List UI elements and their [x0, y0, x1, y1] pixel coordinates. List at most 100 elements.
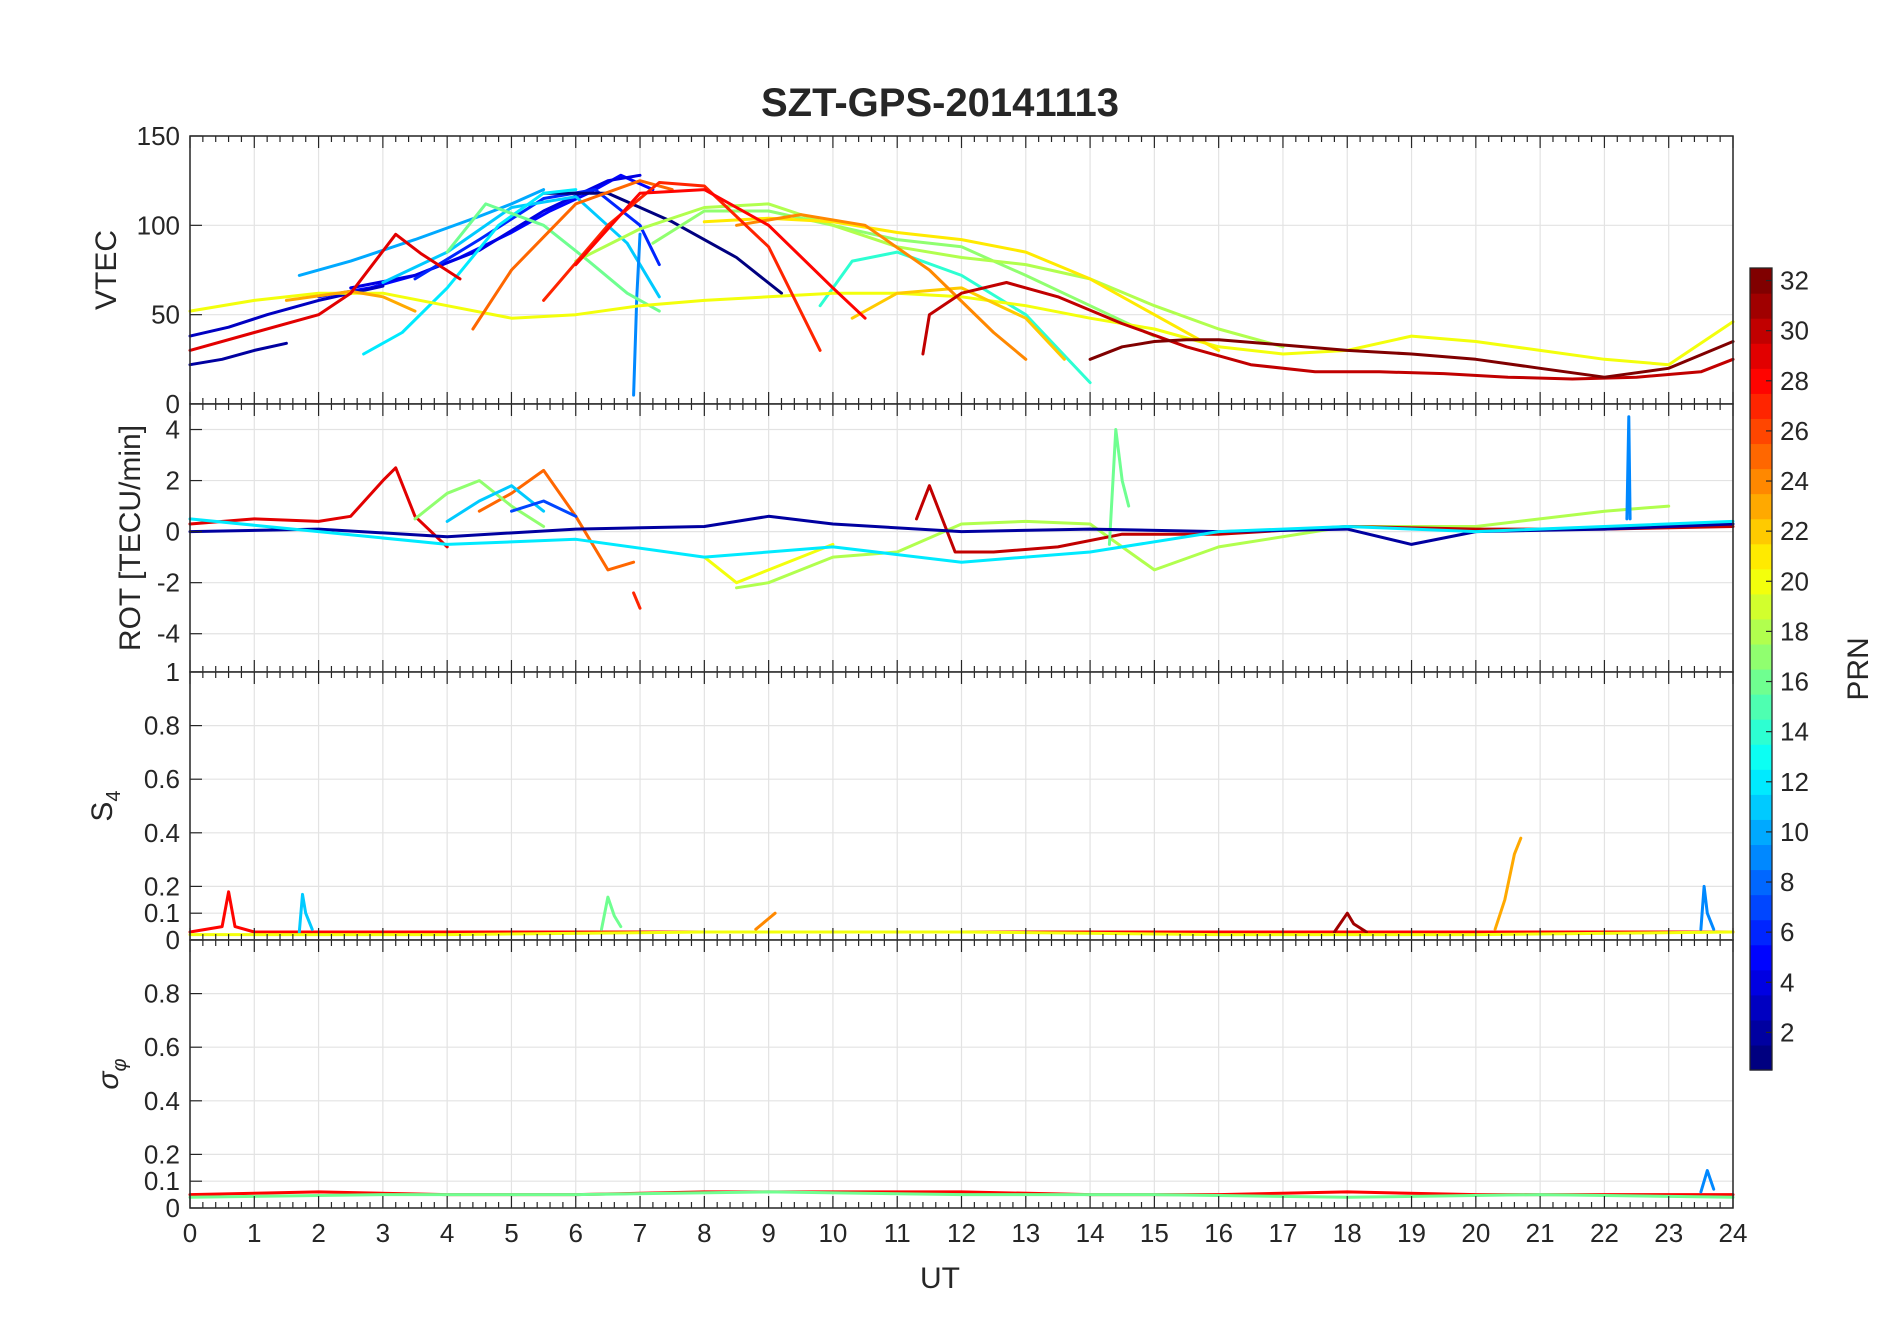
colorbar-swatch: [1750, 919, 1772, 946]
x-tick-label: 15: [1140, 1218, 1169, 1248]
colorbar-swatch: [1750, 268, 1772, 294]
x-tick-labels: 0 1 2 3 4 5 6 7 8 9 10 11 12 13 14 15 16 17 18 19 20 21 22 23 24: [183, 1218, 1748, 1248]
colorbar-swatch: [1750, 994, 1772, 1021]
colorbar-tick-label: 14: [1780, 717, 1809, 747]
x-tick-label: 4: [440, 1218, 454, 1248]
x-tick-label: 10: [818, 1218, 847, 1248]
series-line-rot-prn18: [735, 504, 1671, 590]
series-group-sigma: [188, 1169, 1735, 1199]
colorbar-swatch: [1750, 643, 1772, 670]
y-tick-label-vtec: 0: [166, 389, 180, 419]
y-tick-label-rot: -2: [157, 568, 180, 598]
colorbar-swatch: [1750, 543, 1772, 570]
series-line-sigma-prn9: [1699, 1169, 1716, 1194]
colorbar-swatch: [1750, 894, 1772, 921]
colorbar-swatch: [1750, 318, 1772, 344]
series-line-s4-prn31: [1332, 911, 1368, 934]
series-line-vtec-prn9: [632, 232, 642, 397]
colorbar-swatch: [1750, 694, 1772, 720]
colorbar-swatch: [1750, 343, 1772, 369]
colorbar-swatch: [1750, 769, 1772, 795]
series-line-vtec-prn17: [651, 209, 1156, 338]
series-line-vtec-prn1: [542, 191, 783, 295]
x-tick-label: 0: [183, 1218, 197, 1248]
y-tick-label-s4: 1: [166, 657, 180, 687]
series-line-rot-prn16: [1107, 428, 1131, 546]
x-tick-label: 2: [311, 1218, 325, 1248]
y-tick-label-sigma: 0.4: [144, 1086, 180, 1116]
ticks-sigma: 00.10.2 0.4 0.6 0.8: [144, 939, 1734, 1223]
series-line-vtec-prn20: [188, 291, 1735, 367]
series-line-vtec-prn23: [284, 289, 417, 313]
y-axis-label-s4: S4: [86, 790, 125, 821]
series-line-vtec-prn29: [188, 232, 462, 352]
y-tick-label-rot: -4: [157, 619, 180, 649]
series-line-vtec-prn11: [381, 195, 661, 299]
y-tick-label-s4: 0: [166, 925, 180, 955]
x-tick-label: 21: [1526, 1218, 1555, 1248]
colorbar-swatch: [1750, 468, 1772, 495]
colorbar-frame: [1749, 267, 1773, 1071]
y-tick-label-vtec: 100: [137, 210, 180, 240]
series-line-rot-prn9: [1625, 415, 1632, 521]
ticks-s4: 00.10.2 0.4 0.6 0.8 1: [144, 657, 1734, 955]
series-line-rot-prn11: [445, 484, 546, 523]
y-tick-label-s4: 0.2: [144, 871, 180, 901]
y-tick-label-s4: 0.6: [144, 764, 180, 794]
x-tick-label: 12: [947, 1218, 976, 1248]
series-line-vtec-prn2: [188, 341, 288, 367]
colorbar-tick-label: 10: [1780, 817, 1809, 847]
series-line-s4-prn11: [297, 892, 314, 934]
x-tick-label: 5: [504, 1218, 518, 1248]
colorbar-swatch: [1750, 443, 1772, 470]
series-line-s4-prn24: [754, 911, 777, 931]
y-axis-label-vtec: VTEC: [90, 230, 123, 310]
chart-title: SZT-GPS-20141113: [761, 81, 1119, 125]
colorbar-tick-label: 28: [1780, 366, 1809, 396]
y-tick-label-s4: 0.8: [144, 711, 180, 741]
colorbar-tick-label: 12: [1780, 767, 1809, 797]
colorbar-swatch: [1750, 744, 1772, 770]
series-line-vtec-prn12: [362, 188, 578, 356]
y-tick-label-rot: 0: [166, 517, 180, 547]
series-line-vtec-prn10: [297, 188, 546, 277]
colorbar-tick-label: 4: [1780, 967, 1794, 997]
colorbar-swatch: [1750, 1019, 1772, 1046]
panel-rot: -4 -2 0 2 4 ROT [TECU/min]: [114, 403, 1735, 673]
y-tick-label-vtec: 150: [137, 121, 180, 151]
series-line-vtec-prn28: [574, 188, 867, 320]
x-tick-label: 18: [1333, 1218, 1362, 1248]
x-tick-label: 17: [1268, 1218, 1297, 1248]
colorbar-tick-label: 20: [1780, 566, 1809, 596]
x-tick-label: 22: [1590, 1218, 1619, 1248]
series-line-vtec-prn14: [818, 250, 1092, 385]
x-tick-label: 16: [1204, 1218, 1233, 1248]
y-tick-label-sigma: 0.8: [144, 979, 180, 1009]
series-line-vtec-prn27: [542, 181, 822, 352]
series-line-rot-prn25: [477, 468, 636, 572]
series-group-rot: [188, 415, 1735, 610]
series-line-rot-prn29: [188, 466, 449, 549]
panel-s4: 00.10.2 0.4 0.6 0.8 1 S4: [86, 657, 1735, 955]
colorbar-swatch: [1750, 969, 1772, 996]
x-tick-label: 20: [1461, 1218, 1490, 1248]
series-line-s4-prn16: [600, 895, 623, 931]
y-tick-label-rot: 2: [166, 466, 180, 496]
x-tick-label: 3: [376, 1218, 390, 1248]
colorbar-swatch: [1750, 669, 1772, 695]
ticks-rot: -4 -2 0 2 4: [157, 404, 1734, 672]
series-line-s4-prn9: [1699, 884, 1716, 931]
x-tick-label: 11: [884, 1218, 911, 1248]
series-line-vtec-prn16: [445, 202, 661, 313]
series-line-rot-prn7: [510, 499, 578, 518]
y-tick-label-sigma: 0: [166, 1193, 180, 1223]
series-line-vtec-prn4: [349, 173, 642, 290]
colorbar-swatch: [1750, 719, 1772, 745]
x-tick-label: 6: [569, 1218, 583, 1248]
y-tick-label-s4: 0.1: [144, 898, 180, 928]
x-tick-label: 8: [697, 1218, 711, 1248]
y-tick-label-sigma: 0.1: [144, 1166, 180, 1196]
series-line-vtec-prn21: [702, 216, 1221, 352]
